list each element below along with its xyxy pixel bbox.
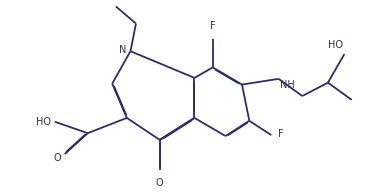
Text: NH: NH	[280, 80, 295, 90]
Text: N: N	[119, 45, 126, 55]
Text: HO: HO	[36, 117, 51, 127]
Text: HO: HO	[327, 40, 342, 50]
Text: F: F	[210, 21, 215, 31]
Text: F: F	[278, 129, 283, 139]
Text: O: O	[156, 178, 164, 188]
Text: O: O	[53, 153, 61, 163]
